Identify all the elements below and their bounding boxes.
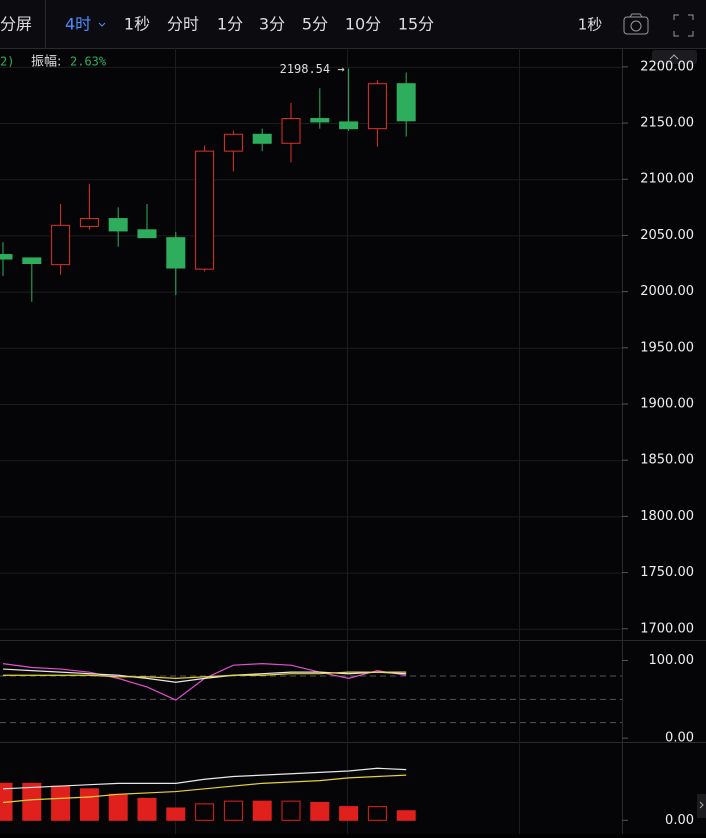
indicator-line (2, 774, 407, 804)
candle-body (166, 237, 186, 269)
period-button[interactable]: 1秒 (124, 15, 150, 34)
volume-bar (51, 785, 71, 821)
info-prefix: 2) (0, 55, 14, 69)
y-tick-label: 2100.00 (640, 172, 694, 187)
volume-bar (195, 803, 215, 821)
right-arrow (699, 801, 704, 809)
y-tick-label: 0.00 (665, 731, 694, 746)
chevron (98, 22, 106, 27)
y-tick-label: 1850.00 (640, 453, 694, 468)
volume-bar (396, 810, 416, 821)
fullscreen-icon[interactable] (673, 14, 694, 37)
y-tick-label: 2150.00 (640, 116, 694, 131)
period-button[interactable]: 5分 (302, 15, 328, 34)
info-label: 振幅: (31, 55, 61, 70)
volume-bar (223, 800, 243, 821)
volume-bar (137, 797, 157, 821)
period-button[interactable]: 10分 (345, 15, 381, 34)
y-tick-label: 1950.00 (640, 340, 694, 355)
candle-body (252, 133, 272, 144)
up-arrow (669, 54, 679, 60)
period-button[interactable]: 分时 (167, 15, 199, 34)
volume-bar (79, 788, 99, 821)
indicator-line (3, 671, 407, 679)
y-tick-label: 2050.00 (640, 228, 694, 243)
y-tick-label: 1800.00 (640, 509, 694, 524)
candle-body (79, 218, 99, 227)
split-button[interactable]: 分屏 (0, 15, 32, 34)
y-tick-label: 2200.00 (640, 59, 694, 74)
period-button[interactable]: 1分 (217, 15, 243, 34)
y-tick-label: 2000.00 (640, 284, 694, 299)
y-tick-label: 1900.00 (640, 397, 694, 412)
volume-bar (108, 793, 128, 821)
candle-body (396, 83, 416, 122)
right-period[interactable]: 1秒 (578, 16, 603, 34)
volume-bar (339, 806, 359, 821)
candle-body (51, 224, 71, 266)
candle-body (223, 133, 243, 152)
period-button[interactable]: 3分 (259, 15, 285, 34)
y-tick-label: 1700.00 (640, 621, 694, 636)
max-annotation: 2198.54 → (280, 62, 345, 76)
volume-bar (367, 806, 387, 821)
y-tick-label: 0.00 (665, 813, 694, 828)
active-period[interactable]: 4时 (65, 15, 91, 34)
candle-body (310, 118, 330, 123)
candle-body (195, 150, 215, 270)
candle-body (367, 83, 387, 130)
volume-bar (22, 782, 42, 821)
volume-bar (310, 802, 330, 821)
candle-body (0, 254, 13, 260)
y-tick-label: 1750.00 (640, 565, 694, 580)
candle-body (281, 118, 301, 144)
volume-bar (252, 800, 272, 821)
period-button[interactable]: 15分 (398, 15, 434, 34)
info-value: 2.63% (70, 55, 107, 69)
toolbar (0, 0, 706, 48)
y-tick-label: 100.00 (649, 653, 695, 668)
candle-body (339, 121, 359, 130)
camera-icon[interactable] (623, 13, 649, 35)
scroll-up-button[interactable] (652, 50, 697, 64)
candle-body (22, 257, 42, 265)
volume-bar (281, 800, 301, 821)
candle-body (108, 218, 128, 232)
volume-bar (166, 807, 186, 821)
candle-body (137, 229, 157, 239)
indicator-line (2, 767, 407, 790)
